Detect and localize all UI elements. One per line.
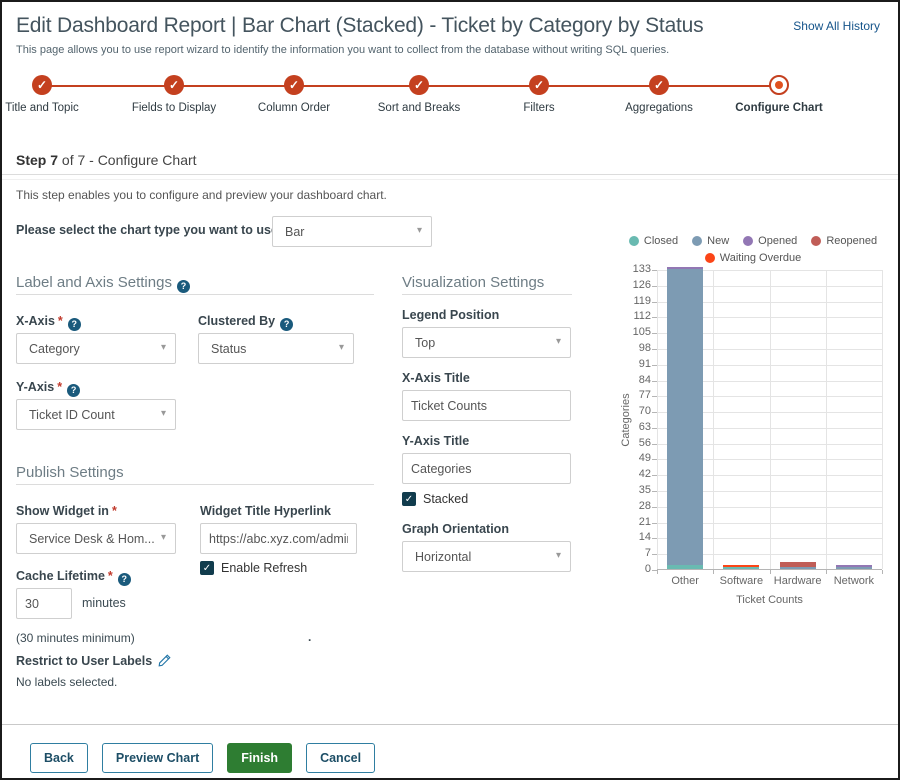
page-title: Edit Dashboard Report | Bar Chart (Stack… (16, 14, 703, 38)
graph-orientation-label: Graph Orientation (402, 522, 509, 536)
legend-item-waiting-overdue: Waiting Overdue (705, 252, 802, 264)
cache-lifetime-label: Cache Lifetime*? (16, 569, 131, 586)
visualization-section-title: Visualization Settings (402, 274, 544, 291)
check-icon (284, 75, 304, 95)
x-axis-label: X-Axis*? (16, 314, 81, 331)
clustered-by-label: Clustered By? (198, 314, 293, 331)
chart-x-labels: OtherSoftwareHardwareNetwork (657, 575, 882, 587)
show-all-history-link[interactable]: Show All History (793, 19, 880, 33)
footer-buttons: Back Preview Chart Finish Cancel (30, 743, 375, 773)
stepper-step-sort-and-breaks[interactable]: Sort and Breaks (357, 68, 481, 114)
stepper-step-filters[interactable]: Filters (477, 68, 601, 114)
help-icon[interactable]: ? (280, 318, 293, 331)
show-widget-label: Show Widget in* (16, 504, 117, 518)
legend-item-new: New (692, 235, 729, 247)
edit-pencil-icon[interactable] (158, 654, 171, 670)
help-icon[interactable]: ? (67, 384, 80, 397)
y-axis-title-input[interactable] (402, 453, 571, 484)
x-axis-title-input[interactable] (402, 390, 571, 421)
required-asterisk: * (58, 314, 63, 328)
stacked-checkbox-row[interactable]: Stacked (402, 492, 468, 506)
clustered-by-dropdown[interactable]: Status (198, 333, 354, 364)
legend-item-closed: Closed (629, 235, 678, 247)
help-icon[interactable]: ? (118, 573, 131, 586)
stepper-step-fields-to-display[interactable]: Fields to Display (112, 68, 236, 114)
chart-preview: Closed New Opened Reopened Waiting Overdue C… (610, 232, 896, 632)
chart-x-axis-title: Ticket Counts (657, 594, 882, 606)
widget-hyperlink-input[interactable] (200, 523, 357, 554)
required-asterisk: * (108, 569, 113, 583)
x-axis-title-label: X-Axis Title (402, 371, 470, 385)
restrict-user-labels-label: Restrict to User Labels (16, 654, 171, 670)
chart-y-ticks: 0714212835424956637077849198105112119126… (610, 270, 653, 570)
label-axis-section-title: Label and Axis Settings? (16, 274, 190, 293)
required-asterisk: * (57, 380, 62, 394)
wizard-stepper: Title and Topic Fields to Display Column… (2, 68, 900, 120)
restrict-user-labels-status: No labels selected. (16, 675, 117, 689)
y-axis-dropdown[interactable]: Ticket ID Count (16, 399, 176, 430)
chart-type-dropdown[interactable]: Bar (272, 216, 432, 247)
cancel-button[interactable]: Cancel (306, 743, 375, 773)
show-widget-dropdown[interactable]: Service Desk & Hom... (16, 523, 176, 554)
graph-orientation-dropdown[interactable]: Horizontal (402, 541, 571, 572)
legend-item-opened: Opened (743, 235, 797, 247)
enable-refresh-checkbox[interactable] (200, 561, 214, 575)
chart-bar-hardware (780, 562, 816, 569)
step-header: Step 7 of 7 - Configure Chart (16, 152, 197, 168)
check-icon (649, 75, 669, 95)
x-axis-dropdown[interactable]: Category (16, 333, 176, 364)
stepper-step-configure-chart[interactable]: Configure Chart (717, 68, 841, 114)
publish-section-title: Publish Settings (16, 464, 124, 481)
check-icon (164, 75, 184, 95)
stepper-step-column-order[interactable]: Column Order (232, 68, 356, 114)
preview-chart-button[interactable]: Preview Chart (102, 743, 213, 773)
step-description: This step enables you to configure and p… (16, 188, 387, 202)
chart-bar-other (667, 267, 703, 569)
cache-lifetime-unit: minutes (82, 596, 126, 610)
page-subtitle: This page allows you to use report wizar… (16, 44, 669, 56)
chart-plot (657, 270, 882, 570)
chart-bar-software (723, 565, 759, 570)
back-button[interactable]: Back (30, 743, 88, 773)
cache-lifetime-input[interactable] (16, 588, 72, 619)
legend-item-reopened: Reopened (811, 235, 877, 247)
cache-lifetime-hint: (30 minutes minimum) (16, 631, 135, 645)
finish-button[interactable]: Finish (227, 743, 292, 773)
help-icon[interactable]: ? (68, 318, 81, 331)
edit-dashboard-report-page: Edit Dashboard Report | Bar Chart (Stack… (0, 0, 900, 780)
chart-legend: Closed New Opened Reopened Waiting Overdue (610, 232, 896, 266)
stepper-step-aggregations[interactable]: Aggregations (597, 68, 721, 114)
check-icon (32, 75, 52, 95)
legend-position-label: Legend Position (402, 308, 499, 322)
stacked-checkbox[interactable] (402, 492, 416, 506)
chart-type-label: Please select the chart type you want to… (16, 223, 278, 237)
check-icon (409, 75, 429, 95)
y-axis-title-label: Y-Axis Title (402, 434, 469, 448)
y-axis-label: Y-Axis*? (16, 380, 80, 397)
chart-bar-network (836, 565, 872, 570)
current-step-icon (769, 75, 789, 95)
legend-position-dropdown[interactable]: Top (402, 327, 571, 358)
required-asterisk: * (112, 504, 117, 518)
enable-refresh-checkbox-row[interactable]: Enable Refresh (200, 561, 307, 575)
stepper-step-title-and-topic[interactable]: Title and Topic (0, 68, 104, 114)
stray-period: . (308, 630, 311, 644)
widget-hyperlink-label: Widget Title Hyperlink (200, 504, 331, 518)
help-icon[interactable]: ? (177, 280, 190, 293)
check-icon (529, 75, 549, 95)
